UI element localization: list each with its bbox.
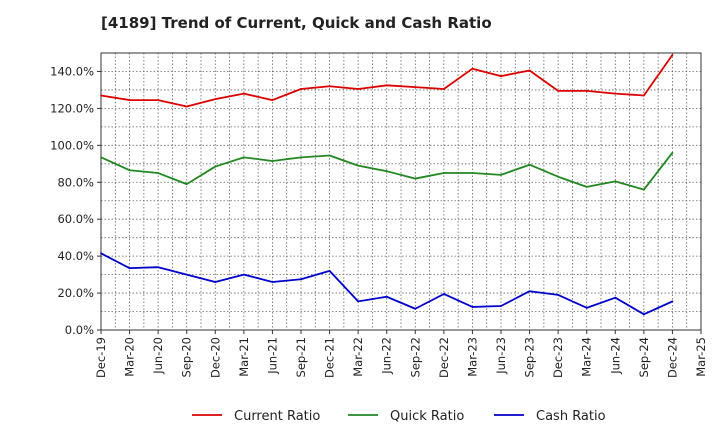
cash-ratio-point bbox=[214, 281, 217, 283]
quick-ratio-point bbox=[642, 188, 645, 191]
cash-ratio-point bbox=[471, 306, 474, 308]
cash-ratio-point bbox=[585, 306, 588, 309]
quick-ratio-legend-label: Quick Ratio bbox=[390, 409, 464, 424]
x-tick-label: Jun-23 bbox=[494, 337, 508, 375]
cash-ratio-point bbox=[442, 293, 445, 295]
cash-ratio-point bbox=[157, 266, 160, 269]
quick-ratio-point bbox=[385, 170, 388, 173]
quick-ratio-point bbox=[300, 156, 302, 159]
y-tick-label: 40.0% bbox=[57, 249, 94, 263]
x-tick-label: Mar-23 bbox=[465, 337, 479, 377]
quick-ratio-point bbox=[214, 165, 217, 168]
cash-ratio-point bbox=[642, 313, 645, 316]
current-ratio-point bbox=[271, 99, 274, 101]
y-tick-label: 60.0% bbox=[57, 212, 94, 226]
quick-ratio-point bbox=[242, 156, 245, 159]
y-tick-label: 0.0% bbox=[65, 323, 94, 337]
x-tick-label: Mar-21 bbox=[237, 337, 251, 377]
current-ratio-point bbox=[328, 85, 331, 88]
x-tick-label: Dec-23 bbox=[551, 337, 565, 378]
current-ratio-point bbox=[528, 69, 531, 72]
x-tick-label: Dec-21 bbox=[323, 337, 337, 378]
current-ratio-point bbox=[242, 92, 245, 95]
cash-ratio-point bbox=[328, 270, 331, 272]
current-ratio-point bbox=[100, 94, 102, 97]
quick-ratio-point bbox=[471, 172, 474, 174]
y-tick-label: 140.0% bbox=[50, 64, 94, 78]
quick-ratio-point bbox=[585, 185, 588, 188]
current-ratio-point bbox=[385, 84, 388, 87]
x-tick-label: Dec-20 bbox=[208, 337, 222, 378]
x-tick-label: Sep-21 bbox=[294, 337, 308, 377]
current-ratio-point bbox=[642, 94, 645, 97]
current-ratio-point bbox=[585, 89, 588, 92]
current-ratio-point bbox=[442, 88, 445, 90]
current-ratio-point bbox=[414, 86, 417, 89]
x-tick-label: Dec-24 bbox=[665, 337, 679, 378]
x-tick-label: Jun-24 bbox=[608, 337, 622, 375]
cash-ratio-legend-label: Cash Ratio bbox=[536, 409, 606, 424]
x-tick-label: Jun-22 bbox=[380, 337, 394, 375]
cash-ratio-point bbox=[185, 273, 188, 276]
cash-ratio-point bbox=[128, 267, 131, 270]
quick-ratio-point bbox=[157, 172, 160, 174]
current-ratio-point bbox=[300, 88, 302, 90]
cash-ratio-point bbox=[271, 281, 274, 283]
x-tick-label: Mar-25 bbox=[694, 337, 708, 377]
x-tick-label: Mar-20 bbox=[123, 337, 137, 377]
y-tick-label: 100.0% bbox=[50, 138, 94, 152]
quick-ratio-point bbox=[500, 173, 502, 176]
cash-ratio-point bbox=[557, 294, 560, 296]
x-tick-label: Sep-20 bbox=[180, 337, 194, 377]
plot-frame bbox=[100, 52, 702, 331]
current-ratio-point bbox=[185, 105, 188, 108]
current-ratio-point bbox=[214, 98, 217, 101]
current-ratio-point bbox=[157, 99, 160, 101]
x-tick-label: Sep-22 bbox=[408, 337, 422, 377]
quick-ratio-point bbox=[328, 154, 331, 157]
cash-ratio-point bbox=[614, 296, 617, 299]
y-tick-label: 120.0% bbox=[50, 101, 94, 115]
current-ratio-point bbox=[500, 75, 502, 77]
cash-ratio-point bbox=[242, 273, 245, 276]
current-ratio-point bbox=[128, 99, 131, 101]
quick-ratio-point bbox=[414, 177, 417, 180]
quick-ratio-point bbox=[442, 172, 445, 174]
cash-ratio-point bbox=[100, 252, 102, 255]
x-tick-label: Sep-24 bbox=[637, 337, 651, 377]
cash-ratio-point bbox=[528, 290, 531, 293]
current-ratio-point bbox=[614, 92, 617, 95]
cash-ratio-point bbox=[671, 300, 674, 303]
quick-ratio-point bbox=[671, 151, 674, 154]
current-ratio-point bbox=[671, 53, 674, 56]
x-tick-label: Dec-19 bbox=[94, 337, 108, 378]
quick-ratio-point bbox=[528, 163, 531, 166]
cash-ratio-point bbox=[500, 305, 502, 307]
quick-ratio-point bbox=[357, 164, 360, 167]
cash-ratio-point bbox=[385, 295, 388, 298]
quick-ratio-point bbox=[557, 175, 560, 178]
y-tick-label: 20.0% bbox=[57, 286, 94, 300]
quick-ratio-point bbox=[614, 180, 617, 183]
x-tick-label: Mar-22 bbox=[351, 337, 365, 377]
x-tick-label: Jun-20 bbox=[151, 337, 165, 375]
current-ratio-point bbox=[471, 67, 474, 70]
cash-ratio-point bbox=[300, 278, 302, 281]
cash-ratio-point bbox=[357, 300, 360, 303]
quick-ratio-point bbox=[128, 169, 131, 172]
quick-ratio-point bbox=[185, 183, 188, 186]
current-ratio-point bbox=[357, 88, 360, 90]
x-tick-label: Dec-22 bbox=[437, 337, 451, 378]
chart-title: [4189] Trend of Current, Quick and Cash … bbox=[101, 14, 492, 32]
quick-ratio-point bbox=[100, 156, 102, 159]
cash-ratio-point bbox=[414, 307, 417, 310]
x-tick-label: Mar-24 bbox=[580, 337, 594, 377]
x-tick-label: Sep-23 bbox=[523, 337, 537, 377]
quick-ratio-point bbox=[271, 160, 274, 162]
current-ratio-point bbox=[557, 89, 560, 92]
x-tick-label: Jun-21 bbox=[265, 337, 279, 375]
y-tick-label: 80.0% bbox=[57, 175, 94, 189]
current-ratio-legend-label: Current Ratio bbox=[234, 409, 320, 424]
